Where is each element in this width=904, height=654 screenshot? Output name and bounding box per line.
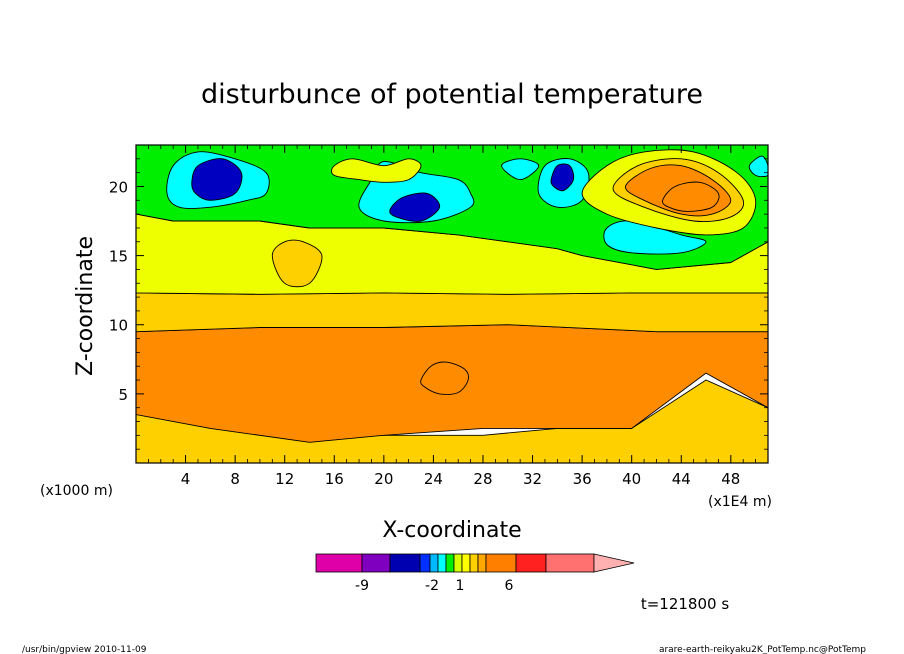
colorbar-swatch — [485, 553, 517, 573]
colorbar-swatch — [477, 553, 487, 573]
plot-frame — [135, 144, 769, 464]
footer-right: arare-earth-reikyaku2K_PotTemp.nc@PotTem… — [659, 645, 866, 654]
y-unit-label: (x1000 m) — [40, 483, 113, 499]
contour-regions — [136, 145, 768, 463]
x-tick-label: 36 — [573, 470, 592, 488]
x-tick-label: 16 — [325, 470, 344, 488]
x-tick-label: 12 — [275, 470, 294, 488]
colorbar-tick-label: 6 — [505, 578, 514, 594]
colorbar: -9 -2 1 6 — [315, 553, 635, 594]
colorbar-swatch — [419, 553, 431, 573]
y-tick-label: 10 — [109, 317, 128, 335]
x-tick-label: 44 — [672, 470, 691, 488]
y-axis-label: Z-coordinate — [73, 236, 98, 376]
colorbar-swatch — [315, 553, 363, 573]
y-tick-label: 20 — [109, 178, 128, 196]
colorbar-tick-label: -9 — [355, 578, 369, 594]
x-tick-label: 40 — [622, 470, 641, 488]
x-tick-label: 8 — [230, 470, 240, 488]
x-tick-label: 48 — [721, 470, 740, 488]
x-axis-label: X-coordinate — [382, 518, 521, 543]
contour-region-8 — [501, 158, 540, 181]
contour-region-13 — [389, 192, 441, 222]
colorbar-swatch — [469, 553, 479, 573]
colorbar-tick-label: -2 — [425, 578, 439, 594]
colorbar-swatch — [453, 553, 463, 573]
colorbar-swatch — [361, 553, 391, 573]
x-tick-label: 28 — [473, 470, 492, 488]
colorbar-extension-arrow — [593, 553, 635, 573]
footer-left: /usr/bin/gpview 2010-11-09 — [22, 645, 147, 654]
colorbar-swatch — [429, 553, 439, 573]
x-tick-label: 20 — [374, 470, 393, 488]
contour-region-19 — [662, 181, 720, 212]
contour-region-12 — [191, 158, 243, 201]
colorbar-swatch — [445, 553, 455, 573]
x-tick-label: 4 — [181, 470, 191, 488]
contour-region-2 — [136, 292, 768, 333]
colorbar-swatch — [437, 553, 447, 573]
colorbar-swatch — [461, 553, 471, 573]
colorbar-tick-label: 1 — [456, 578, 465, 594]
colorbar-swatch — [545, 553, 595, 573]
contour-region-14 — [550, 163, 575, 192]
colorbar-swatch — [515, 553, 547, 573]
contour-region-11 — [748, 155, 768, 178]
y-tick-label: 5 — [118, 386, 128, 404]
y-tick-label: 15 — [109, 248, 128, 266]
time-label: t=121800 s — [641, 595, 729, 613]
x-tick-label: 24 — [424, 470, 443, 488]
x-unit-label: (x1E4 m) — [708, 494, 772, 510]
contour-region-20 — [420, 361, 469, 395]
colorbar-swatch — [389, 553, 421, 573]
x-tick-label: 32 — [523, 470, 542, 488]
contour-region-15 — [331, 158, 422, 183]
contour-region-4 — [271, 239, 323, 288]
chart-title: disturbunce of potential temperature — [201, 79, 703, 110]
